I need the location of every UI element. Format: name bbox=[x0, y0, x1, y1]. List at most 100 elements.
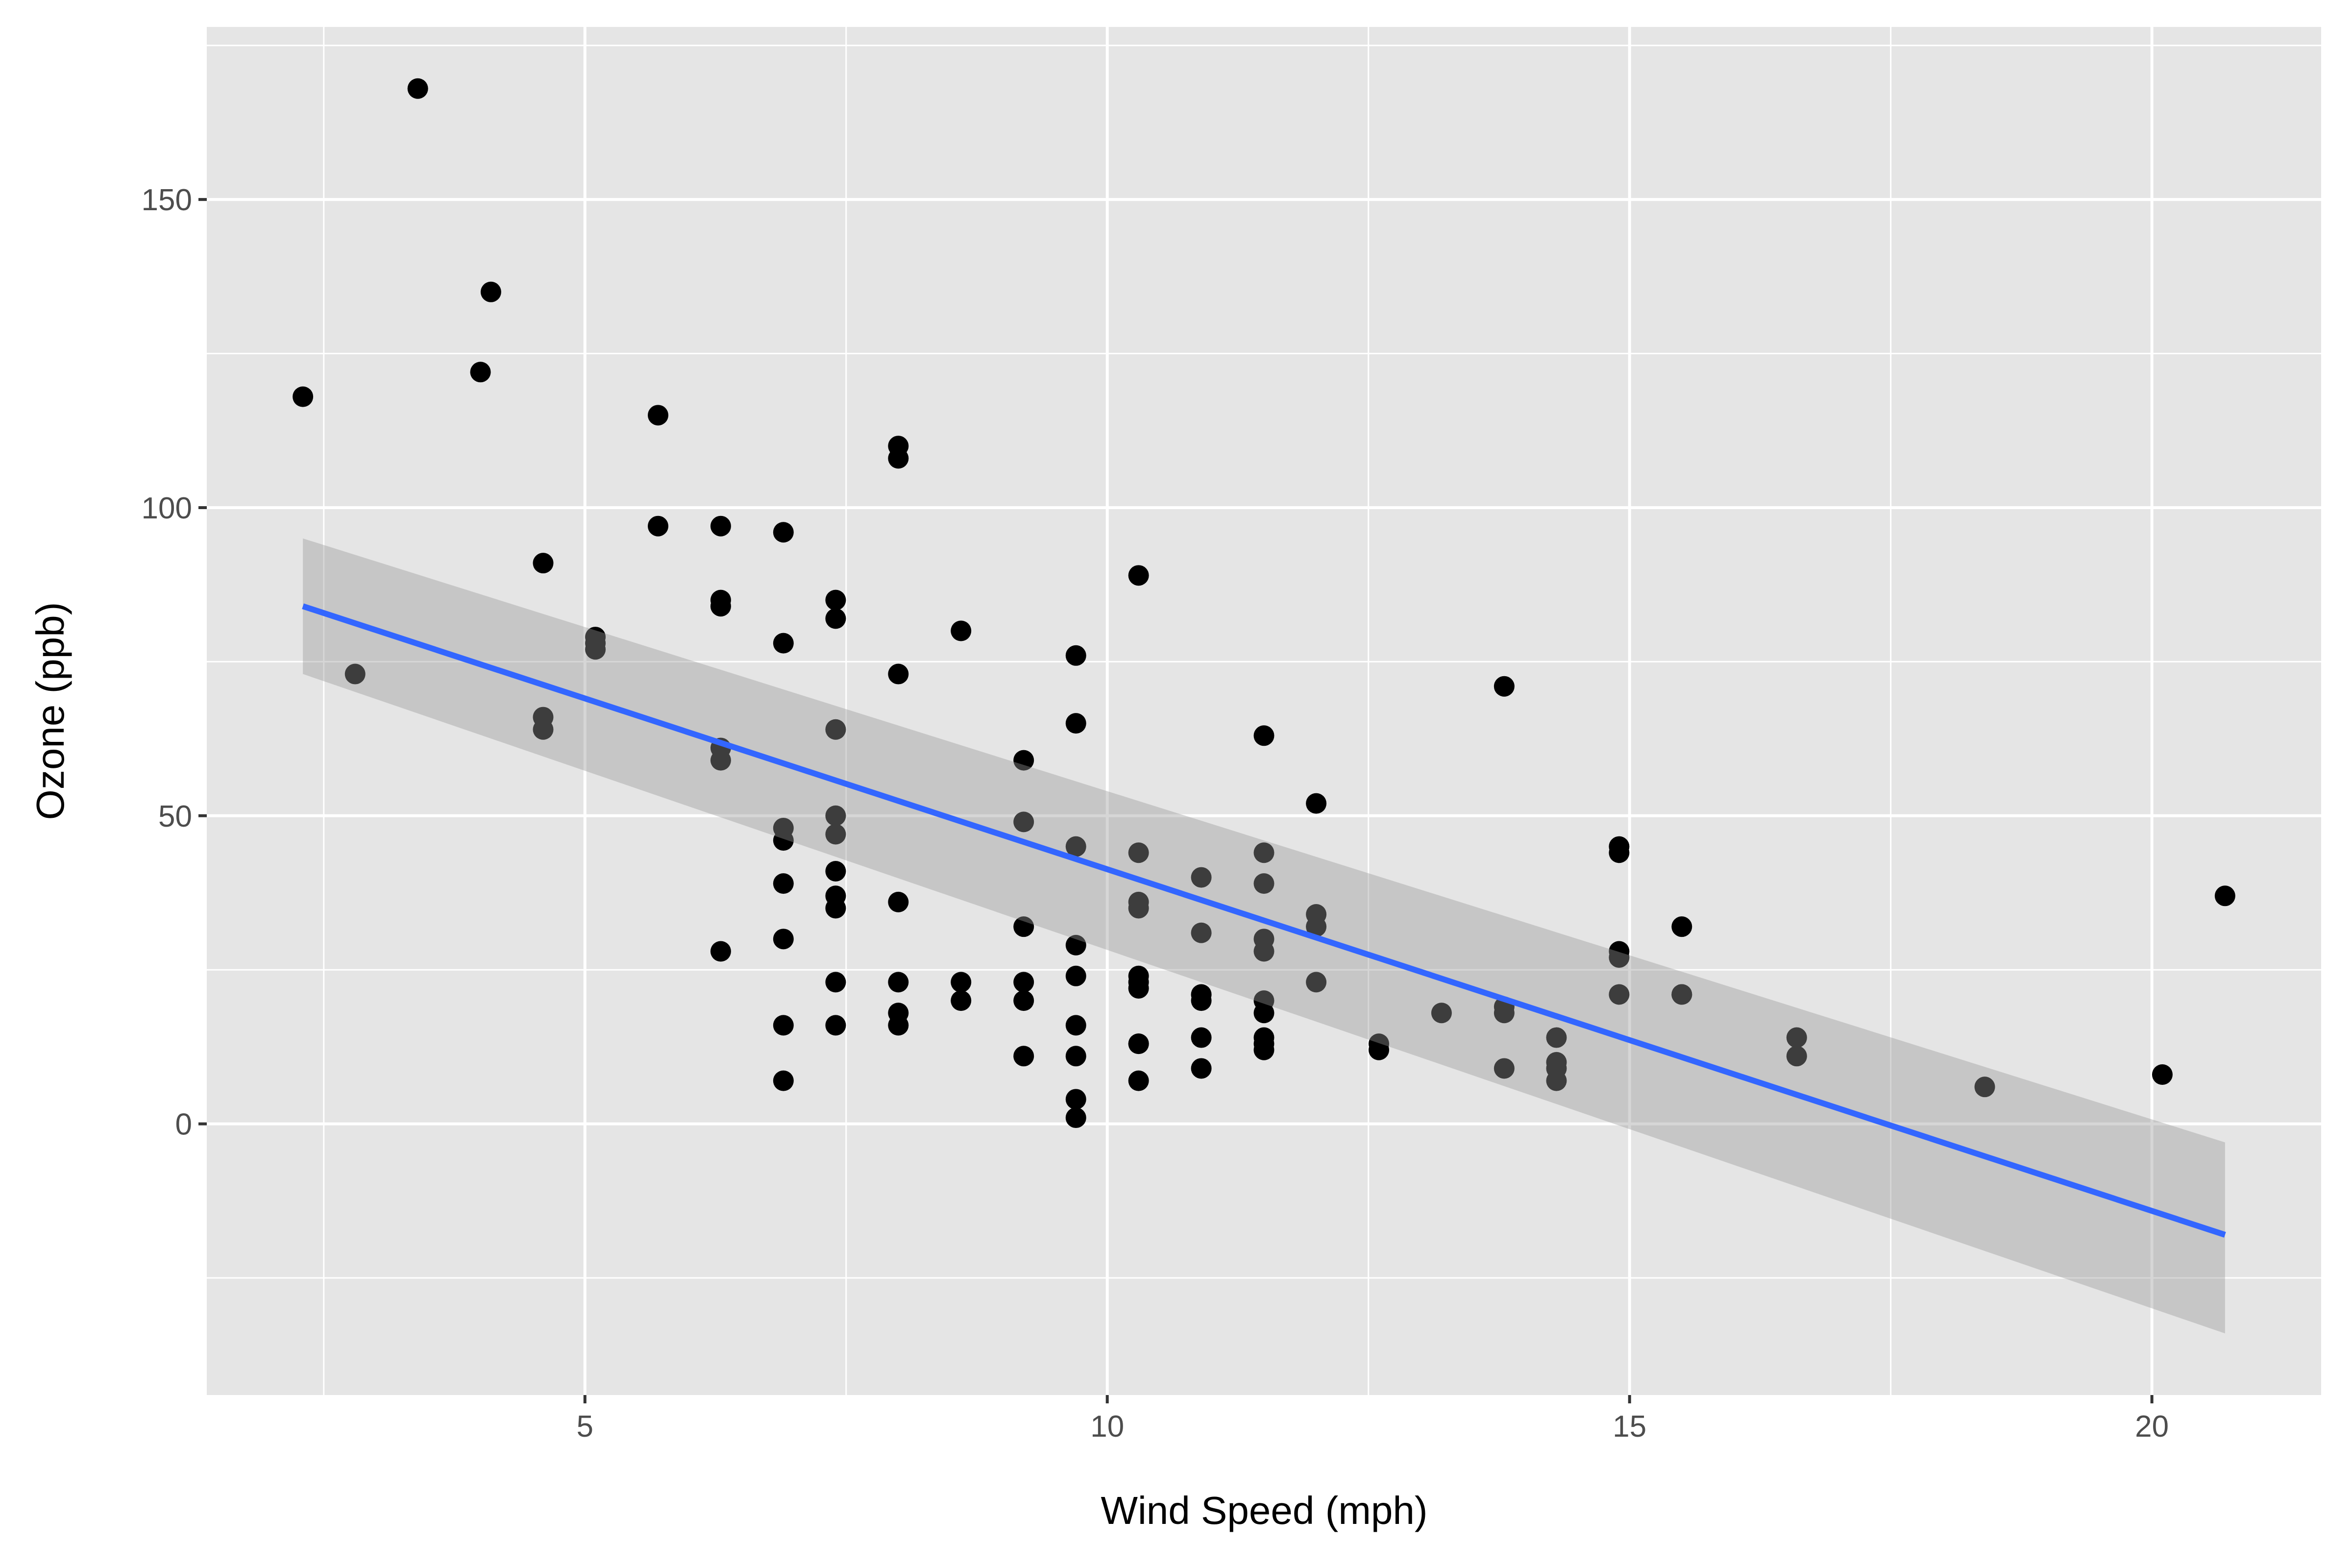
data-point bbox=[1065, 1107, 1086, 1128]
data-point bbox=[1191, 922, 1212, 943]
data-point bbox=[1013, 1046, 1034, 1067]
y-tick-label: 0 bbox=[175, 1108, 192, 1142]
data-point bbox=[1065, 965, 1086, 986]
data-point bbox=[480, 281, 501, 302]
data-point bbox=[825, 805, 846, 826]
data-point bbox=[888, 436, 909, 457]
data-point bbox=[1065, 934, 1086, 956]
data-point bbox=[1546, 1058, 1567, 1079]
data-point bbox=[888, 1003, 909, 1024]
x-tick-label: 5 bbox=[577, 1410, 593, 1444]
plot-panel bbox=[207, 27, 2321, 1395]
data-point bbox=[888, 972, 909, 993]
data-point bbox=[1013, 972, 1034, 993]
data-point bbox=[1786, 1046, 1807, 1067]
data-point bbox=[773, 830, 794, 851]
data-point bbox=[533, 553, 554, 574]
data-point bbox=[1013, 990, 1034, 1011]
data-point bbox=[825, 1015, 846, 1036]
x-tick-label: 20 bbox=[2135, 1410, 2169, 1444]
data-point bbox=[825, 972, 846, 993]
y-tick-label: 100 bbox=[142, 491, 192, 525]
data-point bbox=[1253, 1033, 1274, 1054]
data-point bbox=[888, 891, 909, 912]
data-point bbox=[1609, 984, 1630, 1005]
data-point bbox=[951, 972, 972, 993]
data-point bbox=[1128, 891, 1149, 912]
data-point bbox=[1128, 965, 1149, 986]
data-point bbox=[1128, 1033, 1149, 1054]
data-points bbox=[293, 78, 2235, 1128]
data-point bbox=[1671, 916, 1692, 937]
data-point bbox=[1974, 1077, 1995, 1098]
x-axis-title: Wind Speed (mph) bbox=[1101, 1489, 1428, 1532]
data-point bbox=[1065, 1015, 1086, 1036]
data-point bbox=[1128, 565, 1149, 586]
data-point bbox=[825, 824, 846, 845]
axis-ticks: 5 10 15 20 0 50 100 150 bbox=[142, 183, 2169, 1444]
data-point bbox=[773, 929, 794, 950]
data-point bbox=[1431, 1003, 1452, 1024]
data-point bbox=[533, 707, 554, 728]
data-point bbox=[647, 515, 668, 537]
data-point bbox=[773, 1070, 794, 1091]
data-point bbox=[2214, 885, 2235, 906]
data-point bbox=[407, 78, 428, 99]
data-point bbox=[825, 860, 846, 882]
data-point bbox=[773, 522, 794, 543]
data-point bbox=[1786, 1027, 1807, 1048]
data-point bbox=[1013, 811, 1034, 833]
data-point bbox=[1369, 1033, 1390, 1054]
data-point bbox=[773, 873, 794, 894]
data-point bbox=[1253, 990, 1274, 1011]
data-point bbox=[1609, 947, 1630, 968]
data-point bbox=[1253, 725, 1274, 746]
data-point bbox=[825, 719, 846, 740]
data-point bbox=[825, 589, 846, 611]
data-point bbox=[1494, 1003, 1515, 1024]
data-point bbox=[1065, 713, 1086, 734]
data-point bbox=[1065, 645, 1086, 666]
data-point bbox=[1065, 1089, 1086, 1110]
data-point bbox=[344, 663, 366, 685]
data-point bbox=[773, 1015, 794, 1036]
data-point bbox=[1065, 836, 1086, 857]
gridlines bbox=[207, 27, 2321, 1395]
data-point bbox=[710, 515, 731, 537]
data-point bbox=[1191, 867, 1212, 888]
data-point bbox=[1671, 984, 1692, 1005]
data-point bbox=[1253, 941, 1274, 962]
y-tick-label: 50 bbox=[158, 800, 192, 833]
data-point bbox=[1306, 916, 1327, 937]
data-point bbox=[293, 386, 314, 407]
data-point bbox=[951, 990, 972, 1011]
data-point bbox=[1494, 676, 1515, 697]
data-point bbox=[585, 633, 606, 654]
data-point bbox=[1013, 750, 1034, 771]
y-axis-title: Ozone (ppb) bbox=[28, 602, 72, 820]
data-point bbox=[1609, 842, 1630, 863]
x-tick-label: 15 bbox=[1613, 1410, 1646, 1444]
data-point bbox=[951, 620, 972, 641]
data-point bbox=[1494, 1058, 1515, 1079]
regression-line bbox=[302, 603, 2226, 1238]
data-point bbox=[1253, 873, 1274, 894]
data-point bbox=[1191, 1027, 1212, 1048]
data-point bbox=[710, 589, 731, 611]
confidence-band bbox=[303, 538, 2225, 1334]
data-point bbox=[1128, 842, 1149, 863]
data-point bbox=[825, 608, 846, 629]
data-point bbox=[825, 898, 846, 919]
data-point bbox=[1065, 1046, 1086, 1067]
x-tick-label: 10 bbox=[1090, 1410, 1124, 1444]
data-point bbox=[1013, 916, 1034, 937]
data-point bbox=[647, 405, 668, 426]
data-point bbox=[888, 663, 909, 685]
data-point bbox=[1253, 842, 1274, 863]
data-point bbox=[1191, 984, 1212, 1005]
data-point bbox=[2152, 1064, 2173, 1085]
data-point bbox=[1306, 972, 1327, 993]
data-point bbox=[1306, 793, 1327, 814]
y-tick-label: 150 bbox=[142, 183, 192, 217]
